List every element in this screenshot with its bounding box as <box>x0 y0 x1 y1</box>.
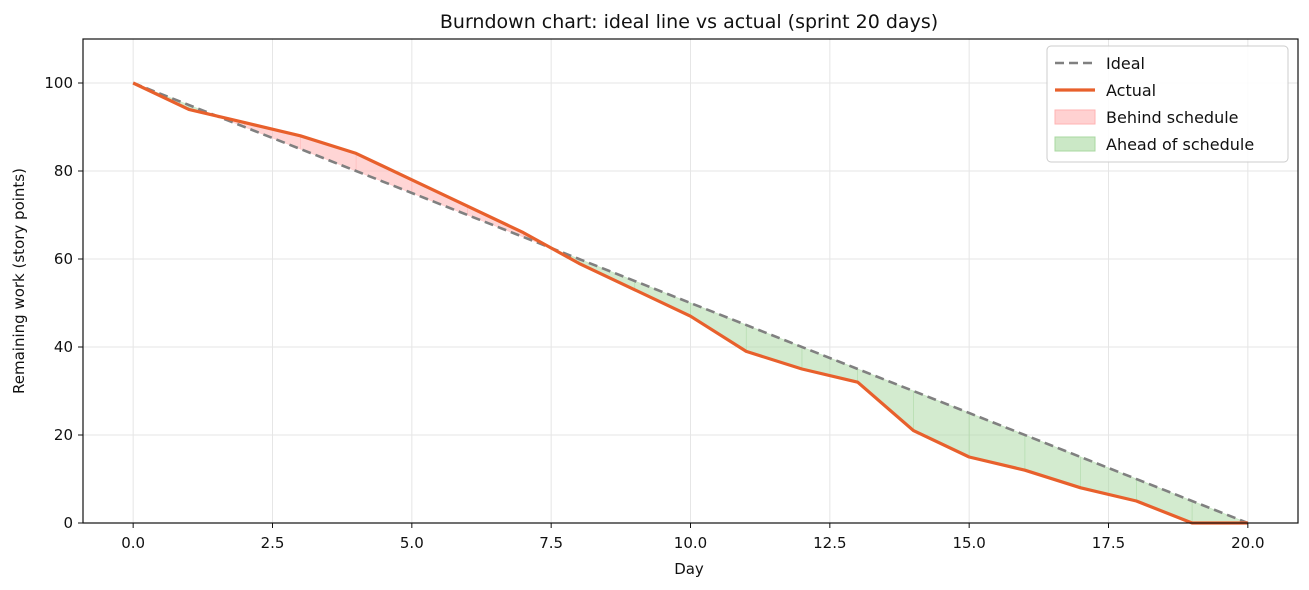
x-tick-label: 0.0 <box>121 534 145 552</box>
y-tick-label: 0 <box>63 514 73 532</box>
x-axis-label: Day <box>674 560 704 578</box>
x-tick-label: 20.0 <box>1231 534 1264 552</box>
y-tick-label: 80 <box>54 162 73 180</box>
x-axis-ticks: 0.0 2.5 5.0 7.5 10.0 12.5 15.0 17.5 20.0 <box>121 523 1265 552</box>
legend-swatch <box>1054 136 1096 152</box>
y-tick-label: 60 <box>54 250 73 268</box>
y-tick-label: 40 <box>54 338 73 356</box>
ideal-line <box>132 81 1249 525</box>
y-tick-label: 20 <box>54 426 73 444</box>
behind-schedule-area <box>355 152 413 194</box>
x-tick-label: 15.0 <box>952 534 985 552</box>
legend-behind-schedule: Behind schedule <box>1054 108 1239 127</box>
x-tick-label: 17.5 <box>1092 534 1125 552</box>
x-tick-label: 5.0 <box>400 534 424 552</box>
actual-line <box>132 81 1248 525</box>
legend-label: Ideal <box>1106 54 1145 73</box>
ahead-of-schedule-area <box>968 412 1026 471</box>
legend: Ideal Actual Behind schedule Ahead of sched… <box>1046 45 1289 163</box>
ahead-of-schedule-area <box>1136 478 1193 524</box>
legend-box <box>1046 45 1289 163</box>
y-axis-label: Remaining work (story points) <box>10 168 28 394</box>
legend-label: Actual <box>1106 81 1156 100</box>
ahead-of-schedule-area <box>745 324 803 370</box>
ahead-of-schedule-area <box>690 302 747 352</box>
legend-label: Behind schedule <box>1106 108 1239 127</box>
series-lines <box>132 81 1249 525</box>
legend-ahead-of-schedule: Ahead of schedule <box>1054 135 1254 154</box>
x-tick-label: 2.5 <box>261 534 285 552</box>
x-tick-label: 10.0 <box>674 534 707 552</box>
y-axis-ticks: 0 20 40 60 80 100 <box>44 74 83 532</box>
chart-title: Burndown chart: ideal line vs actual (sp… <box>440 11 938 33</box>
legend-swatch <box>1054 109 1096 125</box>
legend-label: Ahead of schedule <box>1106 135 1254 154</box>
legend-ideal: Ideal <box>1055 54 1145 73</box>
x-tick-label: 12.5 <box>813 534 846 552</box>
y-tick-label: 100 <box>44 74 73 92</box>
x-tick-label: 7.5 <box>539 534 563 552</box>
legend-actual: Actual <box>1055 81 1156 100</box>
